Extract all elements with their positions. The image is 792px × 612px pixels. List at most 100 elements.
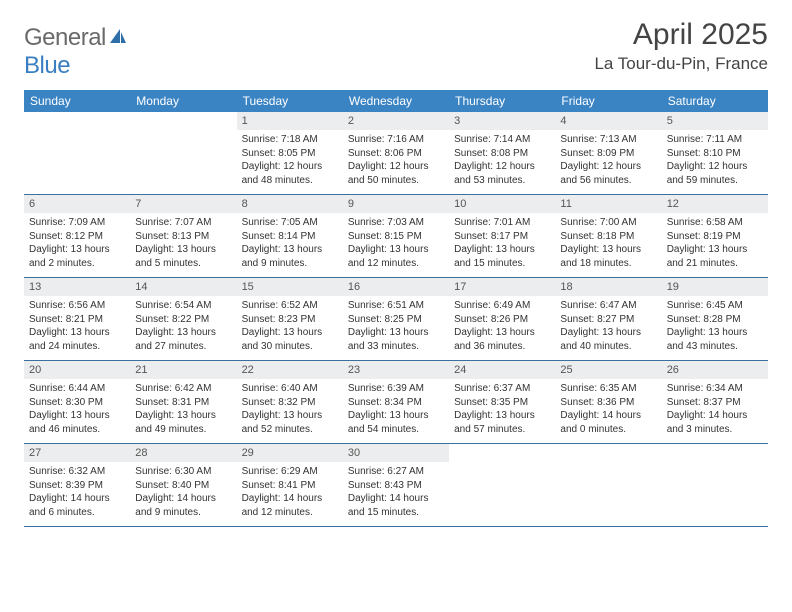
weekday-header: Friday	[555, 90, 661, 112]
day-number: 5	[662, 112, 768, 130]
day-day1: Daylight: 13 hours	[454, 326, 550, 340]
day-day1: Daylight: 14 hours	[29, 492, 125, 506]
day-day1: Daylight: 14 hours	[348, 492, 444, 506]
day-body: Sunrise: 6:40 AMSunset: 8:32 PMDaylight:…	[237, 379, 343, 440]
day-number: 6	[24, 195, 130, 213]
day-sunrise: Sunrise: 7:07 AM	[135, 216, 231, 230]
location: La Tour-du-Pin, France	[594, 54, 768, 74]
day-sunrise: Sunrise: 7:05 AM	[242, 216, 338, 230]
day-day1: Daylight: 13 hours	[348, 409, 444, 423]
day-day2: and 46 minutes.	[29, 423, 125, 437]
day-cell: 27Sunrise: 6:32 AMSunset: 8:39 PMDayligh…	[24, 444, 130, 526]
day-sunrise: Sunrise: 7:03 AM	[348, 216, 444, 230]
day-number: 18	[555, 278, 661, 296]
day-number: 27	[24, 444, 130, 462]
day-sunrise: Sunrise: 6:56 AM	[29, 299, 125, 313]
day-sunset: Sunset: 8:40 PM	[135, 479, 231, 493]
day-day1: Daylight: 13 hours	[348, 243, 444, 257]
day-day2: and 5 minutes.	[135, 257, 231, 271]
day-day1: Daylight: 14 hours	[667, 409, 763, 423]
day-sunset: Sunset: 8:06 PM	[348, 147, 444, 161]
day-sunrise: Sunrise: 7:14 AM	[454, 133, 550, 147]
day-day2: and 48 minutes.	[242, 174, 338, 188]
day-cell	[662, 444, 768, 526]
day-body: Sunrise: 6:39 AMSunset: 8:34 PMDaylight:…	[343, 379, 449, 440]
week-row: 6Sunrise: 7:09 AMSunset: 8:12 PMDaylight…	[24, 195, 768, 278]
day-cell: 5Sunrise: 7:11 AMSunset: 8:10 PMDaylight…	[662, 112, 768, 194]
day-sunrise: Sunrise: 6:29 AM	[242, 465, 338, 479]
day-cell: 29Sunrise: 6:29 AMSunset: 8:41 PMDayligh…	[237, 444, 343, 526]
day-day2: and 15 minutes.	[348, 506, 444, 520]
day-sunset: Sunset: 8:08 PM	[454, 147, 550, 161]
day-sunset: Sunset: 8:25 PM	[348, 313, 444, 327]
day-body: Sunrise: 7:05 AMSunset: 8:14 PMDaylight:…	[237, 213, 343, 274]
day-day1: Daylight: 13 hours	[667, 326, 763, 340]
day-sunset: Sunset: 8:10 PM	[667, 147, 763, 161]
week-row: 20Sunrise: 6:44 AMSunset: 8:30 PMDayligh…	[24, 361, 768, 444]
day-day1: Daylight: 12 hours	[348, 160, 444, 174]
calendar: Sunday Monday Tuesday Wednesday Thursday…	[24, 90, 768, 527]
day-number: 8	[237, 195, 343, 213]
day-day2: and 3 minutes.	[667, 423, 763, 437]
day-number: 21	[130, 361, 236, 379]
day-sunrise: Sunrise: 6:40 AM	[242, 382, 338, 396]
logo-sail-icon	[108, 24, 128, 52]
day-sunset: Sunset: 8:18 PM	[560, 230, 656, 244]
day-sunset: Sunset: 8:15 PM	[348, 230, 444, 244]
day-cell	[449, 444, 555, 526]
day-number: 4	[555, 112, 661, 130]
day-cell: 9 Sunrise: 7:03 AMSunset: 8:15 PMDaylight…	[343, 195, 449, 277]
day-body: Sunrise: 7:16 AMSunset: 8:06 PMDaylight:…	[343, 130, 449, 191]
day-body: Sunrise: 6:54 AMSunset: 8:22 PMDaylight:…	[130, 296, 236, 357]
day-day1: Daylight: 12 hours	[560, 160, 656, 174]
day-day2: and 30 minutes.	[242, 340, 338, 354]
day-day1: Daylight: 13 hours	[560, 243, 656, 257]
day-cell: 20Sunrise: 6:44 AMSunset: 8:30 PMDayligh…	[24, 361, 130, 443]
day-cell: 26Sunrise: 6:34 AMSunset: 8:37 PMDayligh…	[662, 361, 768, 443]
day-cell: 1Sunrise: 7:18 AMSunset: 8:05 PMDaylight…	[237, 112, 343, 194]
week-row: 27Sunrise: 6:32 AMSunset: 8:39 PMDayligh…	[24, 444, 768, 527]
day-day2: and 12 minutes.	[348, 257, 444, 271]
day-day2: and 15 minutes.	[454, 257, 550, 271]
day-number: 10	[449, 195, 555, 213]
day-day2: and 56 minutes.	[560, 174, 656, 188]
day-number: 3	[449, 112, 555, 130]
day-body: Sunrise: 6:51 AMSunset: 8:25 PMDaylight:…	[343, 296, 449, 357]
day-number: 9	[343, 195, 449, 213]
day-day1: Daylight: 13 hours	[29, 326, 125, 340]
day-sunset: Sunset: 8:31 PM	[135, 396, 231, 410]
day-cell: 2Sunrise: 7:16 AMSunset: 8:06 PMDaylight…	[343, 112, 449, 194]
day-sunset: Sunset: 8:43 PM	[348, 479, 444, 493]
day-day1: Daylight: 13 hours	[242, 243, 338, 257]
day-sunrise: Sunrise: 6:32 AM	[29, 465, 125, 479]
day-cell: 3Sunrise: 7:14 AMSunset: 8:08 PMDaylight…	[449, 112, 555, 194]
day-body: Sunrise: 7:11 AMSunset: 8:10 PMDaylight:…	[662, 130, 768, 191]
day-number: 23	[343, 361, 449, 379]
day-sunset: Sunset: 8:35 PM	[454, 396, 550, 410]
day-number: 13	[24, 278, 130, 296]
day-day1: Daylight: 13 hours	[135, 326, 231, 340]
day-body: Sunrise: 6:58 AMSunset: 8:19 PMDaylight:…	[662, 213, 768, 274]
day-day1: Daylight: 13 hours	[667, 243, 763, 257]
day-sunset: Sunset: 8:34 PM	[348, 396, 444, 410]
day-number: 16	[343, 278, 449, 296]
day-cell: 10Sunrise: 7:01 AMSunset: 8:17 PMDayligh…	[449, 195, 555, 277]
weekday-header: Monday	[130, 90, 236, 112]
day-number: 2	[343, 112, 449, 130]
day-number: 28	[130, 444, 236, 462]
page-title: April 2025	[594, 18, 768, 52]
day-day2: and 40 minutes.	[560, 340, 656, 354]
day-cell: 25Sunrise: 6:35 AMSunset: 8:36 PMDayligh…	[555, 361, 661, 443]
day-day2: and 2 minutes.	[29, 257, 125, 271]
day-sunset: Sunset: 8:05 PM	[242, 147, 338, 161]
day-body: Sunrise: 7:00 AMSunset: 8:18 PMDaylight:…	[555, 213, 661, 274]
day-day2: and 52 minutes.	[242, 423, 338, 437]
day-body: Sunrise: 6:32 AMSunset: 8:39 PMDaylight:…	[24, 462, 130, 523]
day-cell: 18Sunrise: 6:47 AMSunset: 8:27 PMDayligh…	[555, 278, 661, 360]
day-day2: and 33 minutes.	[348, 340, 444, 354]
day-day1: Daylight: 13 hours	[135, 243, 231, 257]
day-day1: Daylight: 13 hours	[560, 326, 656, 340]
day-cell: 17Sunrise: 6:49 AMSunset: 8:26 PMDayligh…	[449, 278, 555, 360]
day-day2: and 0 minutes.	[560, 423, 656, 437]
day-day2: and 21 minutes.	[667, 257, 763, 271]
